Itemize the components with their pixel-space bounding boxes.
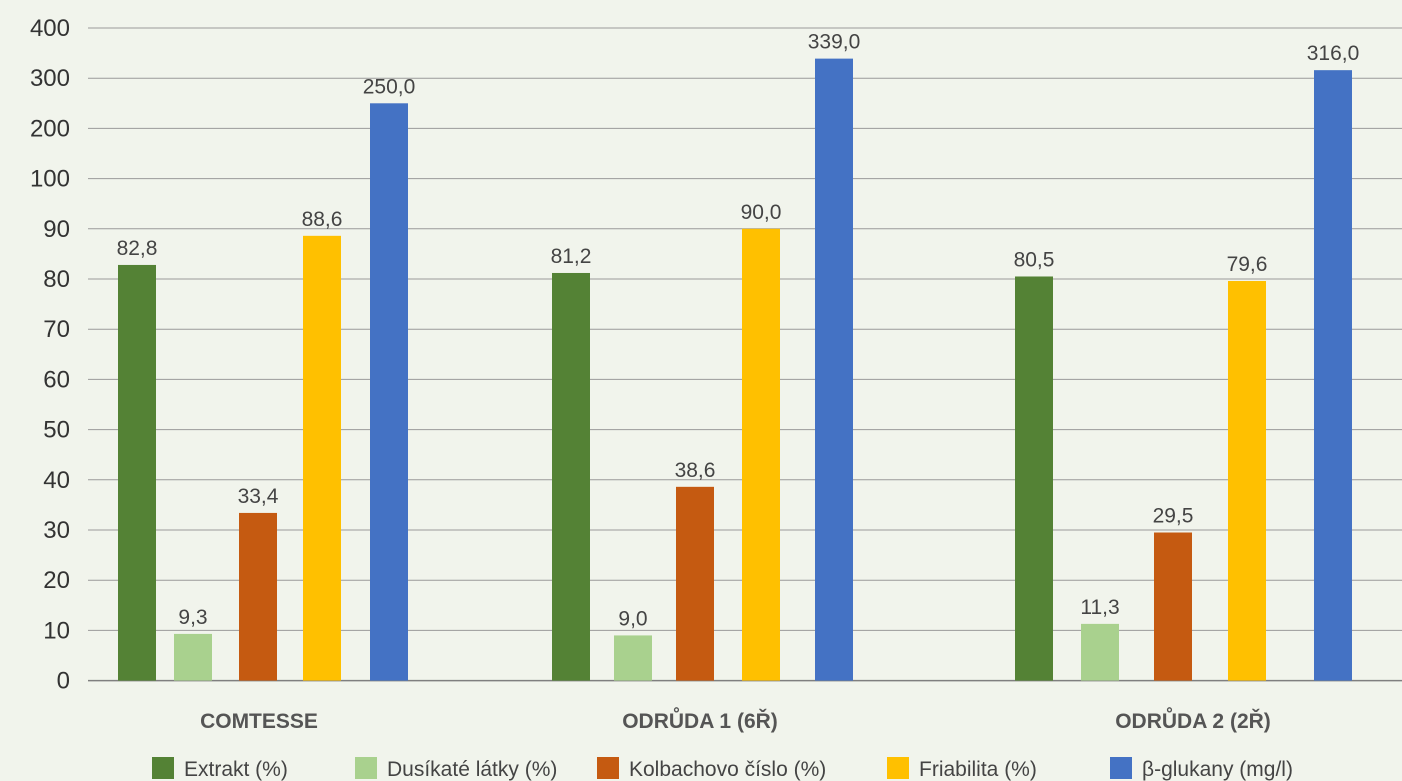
bar	[742, 228, 780, 681]
data-label: 79,6	[1227, 253, 1268, 276]
legend-label: Friabilita (%)	[919, 758, 1037, 781]
bar	[614, 635, 652, 681]
category-label: COMTESSE	[200, 710, 318, 733]
y-tick-label: 40	[43, 467, 70, 494]
data-label: 29,5	[1153, 505, 1194, 528]
bar	[239, 512, 277, 681]
data-label: 9,0	[618, 607, 647, 630]
y-tick-label: 100	[30, 166, 70, 193]
bars	[118, 58, 1352, 681]
bar	[815, 58, 853, 681]
y-tick-label: 0	[57, 668, 70, 695]
data-labels: 82,8 81,2 80,5 9,3 9,0 11,3 33,4 38,6 29,5 88,6 90…	[117, 31, 1360, 631]
data-label: 9,3	[178, 606, 207, 629]
y-tick-label: 20	[43, 567, 70, 594]
legend-label: Dusíkaté látky (%)	[387, 758, 557, 781]
legend-swatch	[152, 757, 174, 779]
bar	[1154, 532, 1192, 681]
bar	[1228, 281, 1266, 681]
data-label: 90,0	[741, 201, 782, 224]
bar	[1314, 70, 1352, 681]
data-label: 80,5	[1014, 248, 1055, 271]
y-tick-label: 200	[30, 115, 70, 142]
y-tick-label: 400	[30, 15, 70, 42]
legend-swatch	[1110, 757, 1132, 779]
category-label: ODRŮDA 2 (2Ř)	[1115, 707, 1271, 733]
data-label: 38,6	[675, 459, 716, 482]
category-labels: COMTESSE ODRŮDA 1 (6Ř) ODRŮDA 2 (2Ř)	[200, 707, 1271, 733]
y-tick-label: 80	[43, 266, 70, 293]
y-tick-label: 300	[30, 65, 70, 92]
y-axis-ticks: 0 10 20 30 40 50 60 70 80 90 100 200 300 400	[30, 15, 70, 695]
data-label: 81,2	[551, 245, 592, 268]
y-tick-label: 90	[43, 216, 70, 243]
y-tick-label: 50	[43, 417, 70, 444]
bar	[552, 272, 590, 681]
data-label: 339,0	[808, 31, 861, 54]
legend-swatch	[887, 757, 909, 779]
legend-label: Kolbachovo číslo (%)	[629, 758, 826, 781]
bar	[370, 103, 408, 681]
bar	[1081, 623, 1119, 681]
data-label: 88,6	[302, 208, 343, 231]
y-tick-label: 70	[43, 316, 70, 343]
legend: Extrakt (%) Dusíkaté látky (%) Kolbachovo …	[152, 757, 1293, 781]
legend-swatch	[597, 757, 619, 779]
data-label: 33,4	[238, 485, 279, 508]
bar	[676, 486, 714, 681]
legend-label: β-glukany (mg/l)	[1142, 758, 1293, 781]
y-tick-label: 10	[43, 617, 70, 644]
y-tick-label: 30	[43, 517, 70, 544]
bar	[174, 633, 212, 681]
y-tick-label: 60	[43, 366, 70, 393]
bar	[1015, 276, 1053, 681]
data-label: 250,0	[363, 75, 416, 98]
data-label: 316,0	[1307, 42, 1360, 65]
data-label: 82,8	[117, 237, 158, 260]
category-label: ODRŮDA 1 (6Ř)	[622, 707, 778, 733]
bar	[303, 235, 341, 681]
legend-label: Extrakt (%)	[184, 758, 288, 781]
legend-swatch	[355, 757, 377, 779]
data-label: 11,3	[1080, 596, 1119, 619]
bar	[118, 264, 156, 681]
